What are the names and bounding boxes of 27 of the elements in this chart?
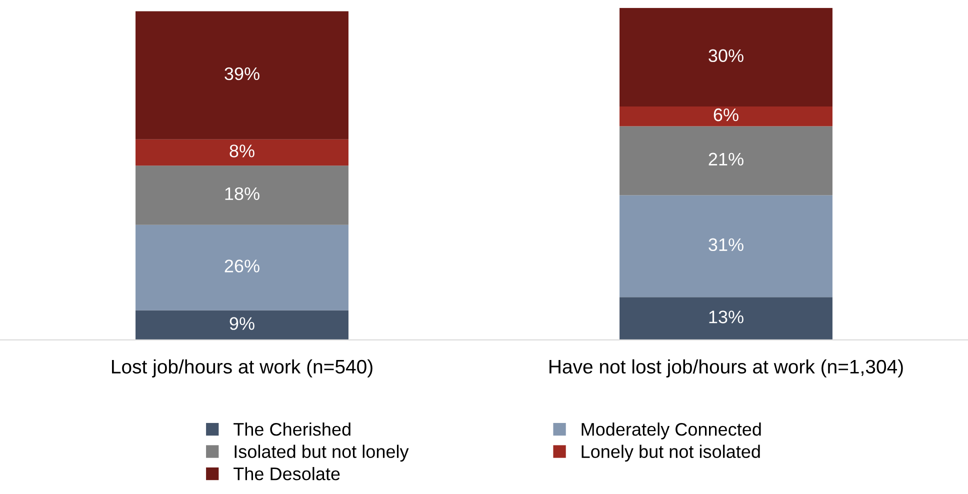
bar: [620, 8, 832, 107]
data-label: 39%: [224, 67, 260, 80]
legend-label: The Cherished: [234, 422, 350, 436]
legend-label: Moderately Connected: [582, 422, 761, 440]
x-tick-label: Have not lost job/hours at work (n=1,304): [550, 359, 903, 378]
legend-label: Isolated but not lonely: [234, 444, 409, 462]
legend-label: Lonely but not isolated: [582, 444, 760, 462]
bar: [136, 166, 348, 225]
bar: [620, 195, 832, 298]
bar: [620, 297, 832, 340]
data-label: 18%: [225, 187, 260, 200]
data-label: 31%: [708, 238, 744, 252]
data-label: 21%: [708, 152, 744, 166]
bar: [136, 139, 348, 166]
bar: [620, 106, 832, 126]
x-tick-label: Lost job/hours at work (n=540): [112, 359, 372, 378]
data-label: 8%: [230, 144, 254, 158]
bar: [136, 310, 348, 340]
data-label: 6%: [714, 108, 738, 122]
data-label: 30%: [708, 49, 744, 62]
data-label: 26%: [224, 260, 260, 272]
legend-label: The Desolate: [234, 467, 340, 480]
bar: [136, 224, 348, 310]
bar: [620, 126, 832, 196]
bar: [136, 11, 348, 140]
data-label: 13%: [709, 310, 744, 324]
data-label: 9%: [230, 317, 254, 330]
